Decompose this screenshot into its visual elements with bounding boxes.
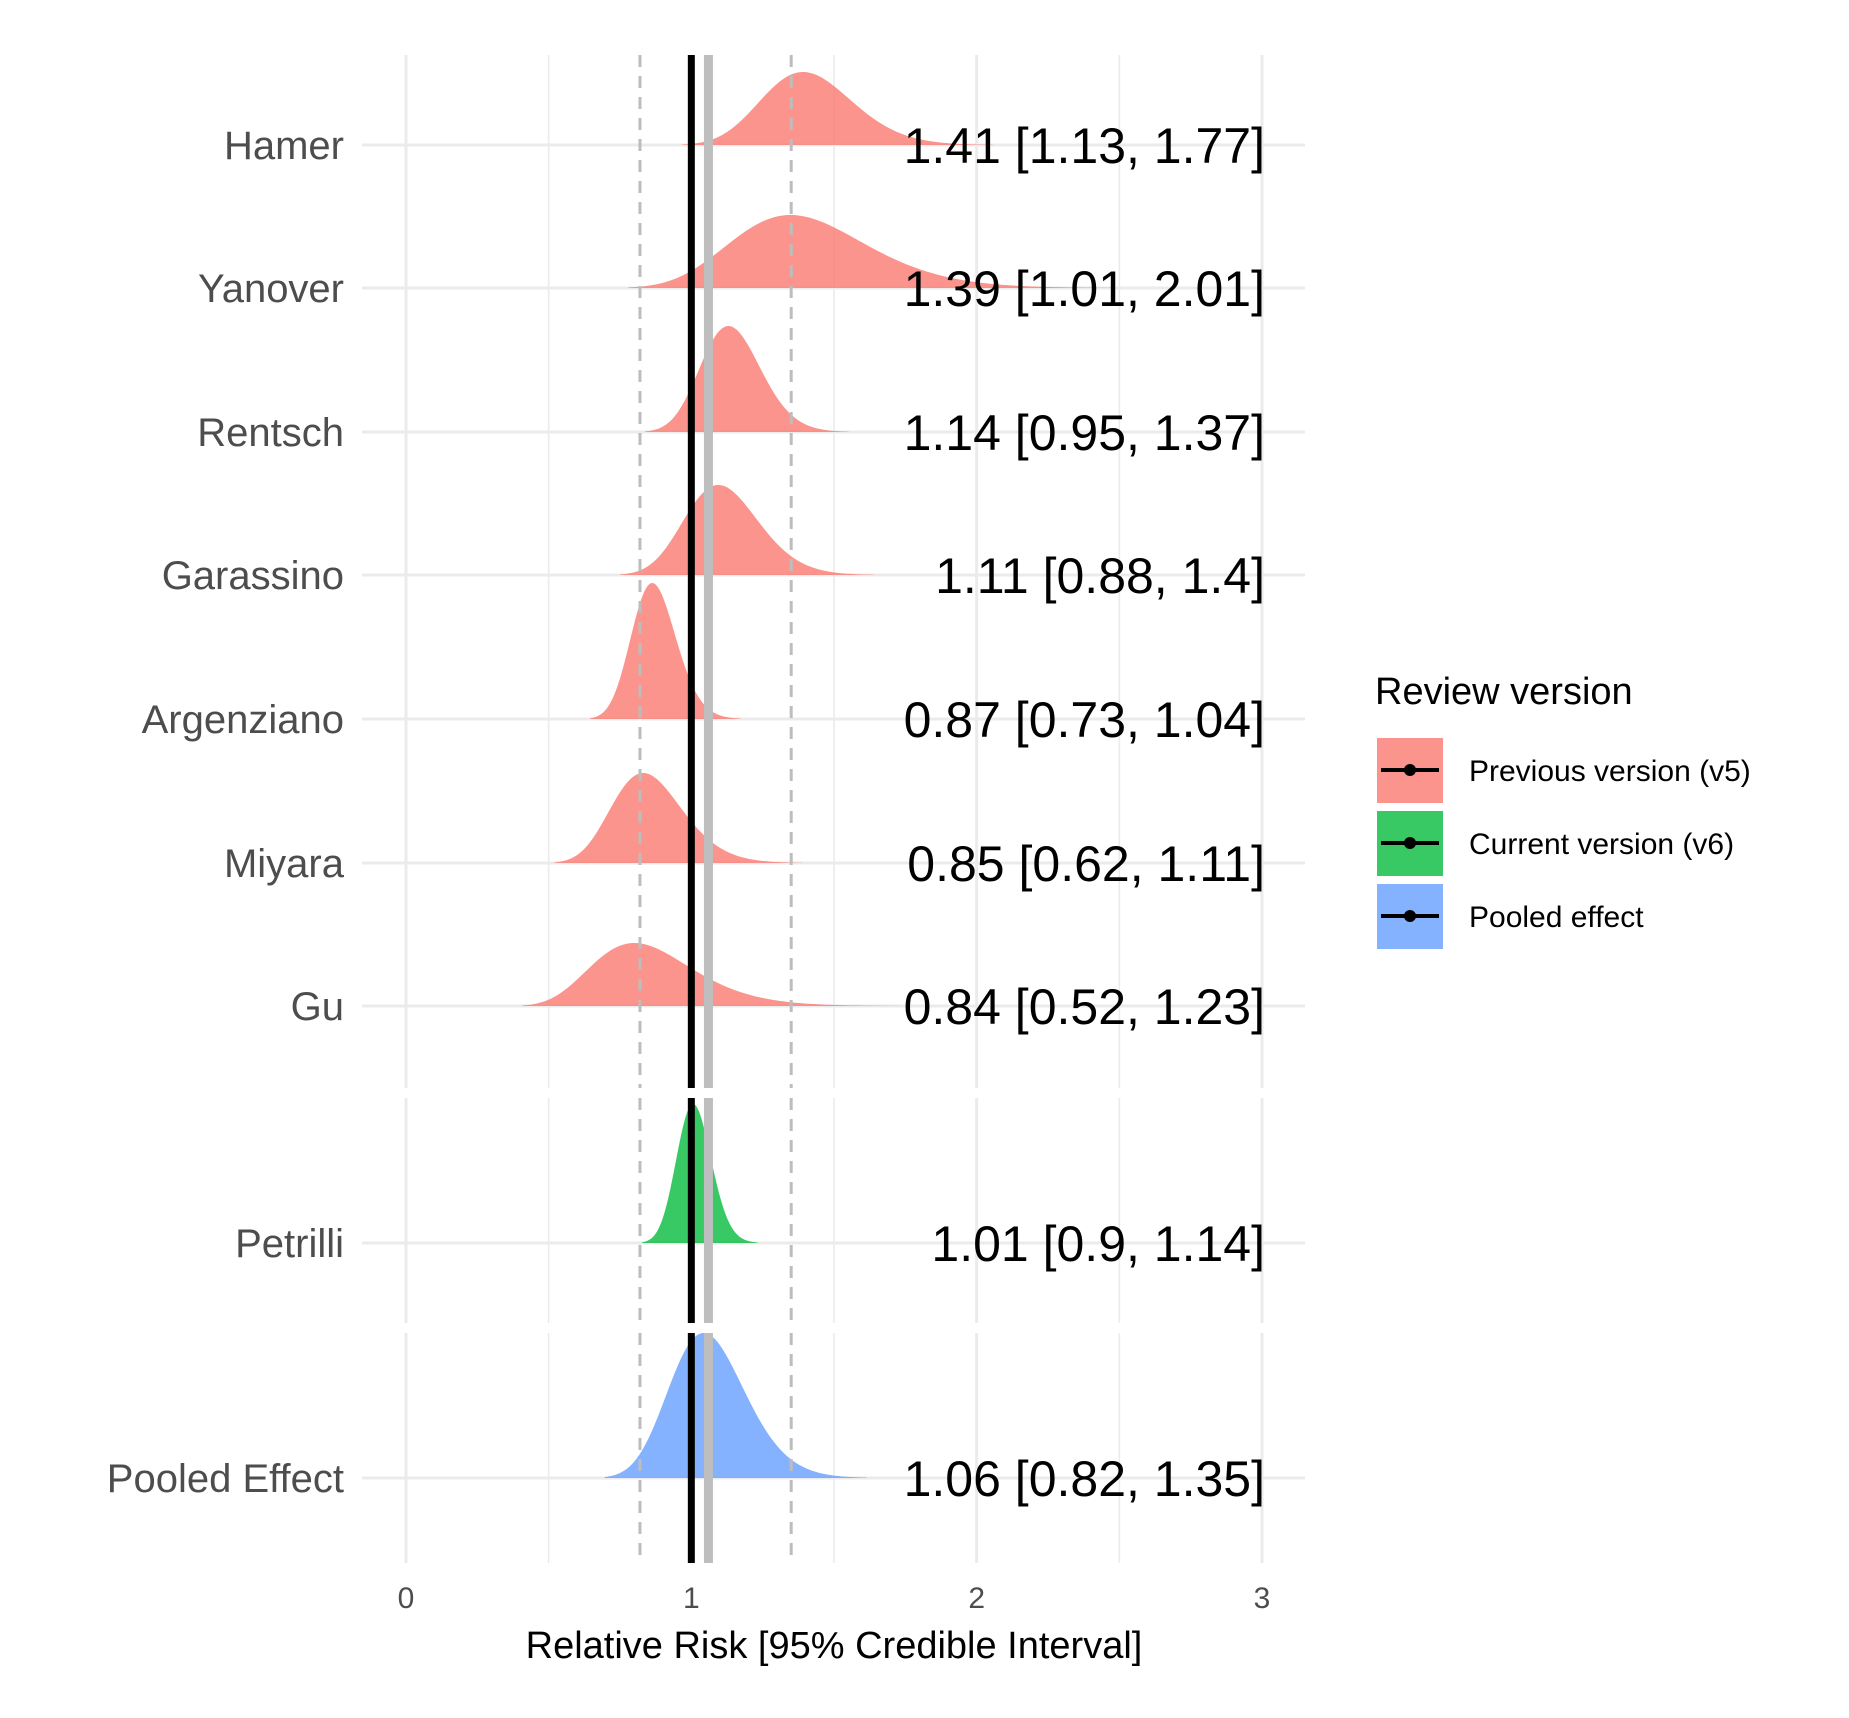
ridge-pooled-effect	[604, 1333, 867, 1478]
ridge-hamer	[681, 72, 993, 145]
study-label: Miyara	[224, 842, 345, 886]
study-label: Garassino	[162, 554, 344, 598]
ci-label: 1.11 [0.88, 1.4]	[935, 548, 1265, 604]
x-tick-label: 1	[683, 1582, 700, 1615]
ridge-miyara	[554, 773, 802, 863]
study-label: Rentsch	[197, 411, 344, 455]
ridge-garassino	[620, 485, 875, 575]
study-label: Argenziano	[142, 698, 344, 742]
ci-label: 1.14 [0.95, 1.37]	[904, 405, 1265, 461]
study-label: Yanover	[198, 267, 344, 311]
study-labels: Hamer Yanover Rentsch Garassino Argenziano Mi…	[107, 124, 345, 1501]
legend: Review version Previous version (v5) Curr…	[1375, 671, 1751, 949]
legend-label: Current version (v6)	[1469, 828, 1734, 861]
ridge-petrilli	[642, 1104, 758, 1243]
ci-label: 0.85 [0.62, 1.11]	[907, 836, 1265, 892]
ridge-yanover	[628, 215, 1114, 288]
posterior-distributions	[522, 72, 1114, 1478]
ridge-rentsch	[645, 326, 849, 432]
ci-label: 0.87 [0.73, 1.04]	[904, 692, 1265, 748]
legend-key-point	[1404, 837, 1416, 849]
study-label: Hamer	[224, 124, 344, 168]
study-label: Pooled Effect	[107, 1457, 344, 1501]
ci-label: 1.06 [0.82, 1.35]	[904, 1451, 1265, 1507]
legend-key-point	[1404, 764, 1416, 776]
ci-labels: 1.41 [1.13, 1.77] 1.39 [1.01, 2.01] 1.14 […	[904, 118, 1265, 1507]
x-axis: Relative Risk [95% Credible Interval] 0 1…	[398, 1582, 1271, 1667]
ridge-gu	[522, 943, 901, 1006]
legend-title: Review version	[1375, 671, 1633, 713]
ci-label: 1.41 [1.13, 1.77]	[904, 118, 1265, 174]
ci-label: 1.39 [1.01, 2.01]	[904, 261, 1265, 317]
study-label: Gu	[291, 985, 344, 1029]
x-tick-label: 2	[968, 1582, 985, 1615]
legend-label: Previous version (v5)	[1469, 755, 1751, 788]
x-tick-label: 0	[398, 1582, 415, 1615]
reference-lines	[638, 55, 793, 1563]
ci-label: 0.84 [0.52, 1.23]	[904, 979, 1265, 1035]
ci-label: 1.01 [0.9, 1.14]	[931, 1216, 1265, 1272]
ridge-argenziano	[590, 583, 741, 719]
legend-key-point	[1404, 910, 1416, 922]
x-tick-label: 3	[1254, 1582, 1271, 1615]
x-axis-title: Relative Risk [95% Credible Interval]	[526, 1625, 1143, 1667]
legend-label: Pooled effect	[1469, 901, 1644, 934]
study-label: Petrilli	[235, 1222, 344, 1266]
